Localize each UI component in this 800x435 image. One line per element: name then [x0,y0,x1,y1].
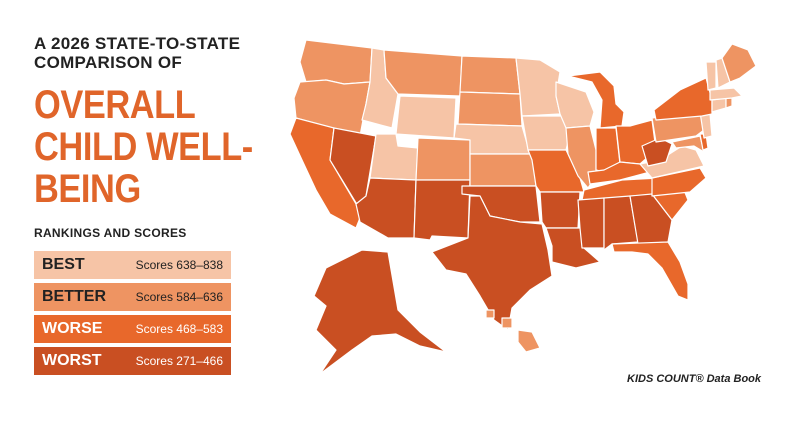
state-wa [299,39,373,85]
legend-item-worst: WORST Scores 271–466 [34,347,231,375]
state-sd [457,91,523,127]
state-ms [577,197,605,249]
legend-item-better: BETTER Scores 584–636 [34,283,231,311]
page-title: OVERALL CHILD WELL-BEING [34,83,253,211]
state-vt [705,61,717,91]
state-mt [383,49,463,97]
page-subtitle: A 2026 STATE-TO-STATE COMPARISON OF [34,34,241,72]
legend-label: BETTER [42,288,106,305]
legend-scores: Scores 468–583 [135,322,223,336]
state-ut [369,133,419,181]
state-wy [395,95,457,139]
state-nc [651,167,707,197]
state-tx [431,195,553,331]
legend-label: WORST [42,352,102,369]
state-ny [653,77,713,121]
state-ma [709,87,743,101]
legend-scores: Scores 638–838 [135,258,223,272]
state-hi [485,309,541,353]
legend-item-worse: WORSE Scores 468–583 [34,315,231,343]
state-ks [469,153,537,187]
legend-scores: Scores 271–466 [135,354,223,368]
source-credit: KIDS COUNT® Data Book [627,373,762,385]
state-ri [725,97,733,109]
state-me [721,43,757,83]
state-fl [611,241,689,301]
state-ak [313,249,447,375]
state-mi [567,71,625,129]
state-co [415,137,471,181]
legend-item-best: BEST Scores 638–838 [34,251,231,279]
legend-scores: Scores 584–636 [135,290,223,304]
legend: BEST Scores 638–838 BETTER Scores 584–63… [34,251,231,379]
state-mn [515,57,561,117]
legend-label: WORSE [42,320,103,337]
state-md [671,135,705,153]
legend-heading: RANKINGS AND SCORES [34,226,187,240]
state-nd [459,55,521,95]
legend-label: BEST [42,256,85,273]
state-ar [539,191,581,229]
